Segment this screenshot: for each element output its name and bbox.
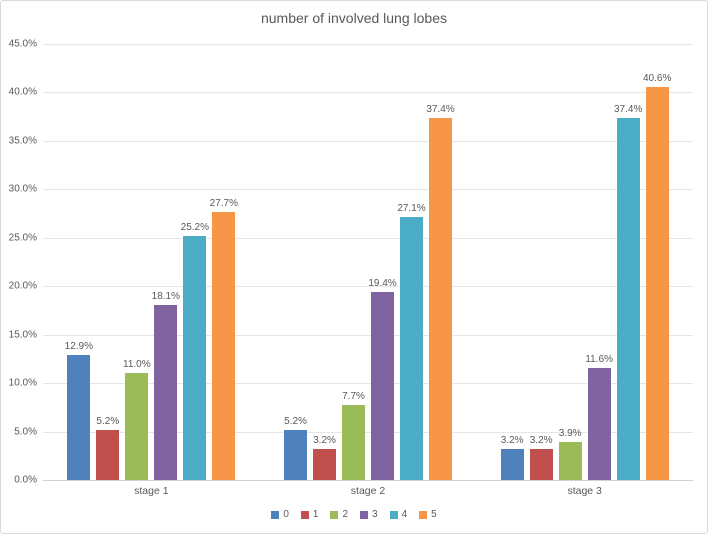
chart-title: number of involved lung lobes (260, 10, 447, 26)
gridline (43, 189, 693, 191)
x-axis: stage 1 stage 2 stage 3 (43, 485, 693, 497)
legend: 0 1 2 3 4 5 (1, 509, 707, 520)
y-tick-label: 0.0% (14, 474, 37, 486)
plot-area: 12.9% 5.2% 11.0% 18.1% 25.2% 27.7% 5.2% 3.2% 7.7… (43, 44, 693, 481)
bar-value-label: 37.4% (613, 103, 643, 115)
legend-label: 0 (283, 509, 289, 520)
legend-item: 5 (419, 509, 437, 520)
bar-value-label: 27.1% (397, 203, 426, 215)
bar-value-label: 19.4% (368, 278, 397, 290)
bar-value-label: 3.2% (500, 435, 524, 446)
bar-series-4: 27.1% (397, 203, 426, 480)
x-axis-line (43, 480, 693, 481)
bar-series-2: 11.0% (123, 359, 151, 480)
gridline (43, 237, 693, 239)
bar-value-label: 11.0% (123, 359, 151, 371)
y-tick-label: 45.0% (8, 38, 37, 50)
bar-value-label: 3.9% (558, 428, 582, 440)
bar-value-label: 25.2% (180, 221, 210, 233)
bar-series-3: 11.6% (585, 354, 613, 480)
legend-label: 4 (401, 509, 408, 520)
bar-series-4: 25.2% (181, 222, 209, 480)
legend-label: 3 (372, 509, 378, 520)
bar-groups: 12.9% 5.2% 11.0% 18.1% 25.2% 27.7% 5.2% 3.2% 7.7… (43, 44, 693, 480)
bar-series-0: 5.2% (284, 416, 307, 480)
bar-series-2: 3.9% (558, 428, 582, 480)
bar-group: 5.2% 3.2% 7.7% 19.4% 27.1% 37.4% (260, 44, 477, 480)
gridline (43, 140, 693, 142)
bar-series-5: 27.7% (210, 198, 238, 480)
legend-label: 5 (431, 509, 437, 520)
gridline (43, 383, 693, 385)
gridline (43, 431, 693, 433)
legend-swatch (389, 510, 398, 519)
bar-value-label: 5.2% (284, 415, 307, 427)
y-axis: 45.0% 40.0% 35.0% 30.0% 25.0% 20.0% 15.0% 10.0%… (1, 39, 37, 486)
legend-item: 1 (300, 509, 319, 520)
y-tick-label: 5.0% (14, 426, 37, 438)
bar-value-label: 7.7% (342, 391, 365, 403)
y-tick-label: 35.0% (8, 135, 37, 147)
y-tick-label: 10.0% (8, 377, 37, 389)
gridlines (43, 44, 693, 481)
y-tick-label: 15.0% (8, 329, 37, 341)
bar-series-5: 37.4% (426, 104, 455, 480)
legend-item: 0 (271, 509, 289, 520)
category-label: stage 2 (350, 485, 386, 497)
y-tick-label: 40.0% (8, 86, 37, 98)
bar-value-label: 3.2% (529, 435, 553, 446)
bar-series-1: 5.2% (96, 416, 120, 480)
legend-swatch (330, 510, 339, 519)
bar-value-label: 27.7% (209, 197, 239, 209)
gridline (43, 92, 693, 94)
bar-value-label: 3.2% (313, 435, 336, 446)
legend-swatch (360, 510, 368, 519)
legend-item: 3 (360, 509, 378, 520)
bar-group: 3.2% 3.2% 3.9% 11.6% 37.4% 40.6% (476, 44, 693, 480)
category-label: stage 1 (134, 485, 169, 497)
bar-value-label: 11.6% (585, 353, 613, 365)
bar-value-label: 12.9% (64, 341, 94, 353)
bar-series-0: 3.2% (500, 435, 524, 480)
bar-value-label: 40.6% (642, 72, 672, 84)
legend-label: 2 (342, 509, 348, 520)
y-tick-label: 25.0% (8, 232, 37, 244)
gridline (43, 286, 693, 288)
bar-series-3: 19.4% (368, 278, 397, 480)
legend-label: 1 (312, 509, 319, 520)
legend-item: 4 (389, 509, 408, 520)
bar-value-label: 18.1% (151, 290, 181, 302)
bar-series-0: 12.9% (65, 341, 93, 480)
bar-series-1: 3.2% (529, 435, 553, 480)
bar-series-3: 18.1% (152, 291, 180, 480)
legend-item: 2 (330, 509, 348, 520)
y-tick-label: 30.0% (8, 183, 37, 195)
legend-swatch (419, 510, 428, 519)
bar-series-1: 3.2% (313, 435, 336, 480)
bar-value-label: 37.4% (426, 103, 455, 115)
bar-group: 12.9% 5.2% 11.0% 18.1% 25.2% 27.7% (43, 44, 260, 480)
gridline (43, 334, 693, 336)
category-label: stage 3 (567, 485, 602, 497)
bar-series-2: 7.7% (342, 391, 365, 480)
legend-swatch (300, 510, 309, 519)
y-tick-label: 20.0% (8, 280, 37, 292)
gridline (43, 44, 693, 45)
bar-value-label: 5.2% (96, 415, 120, 427)
bar-series-4: 37.4% (614, 104, 642, 480)
legend-swatch (271, 510, 280, 519)
bar-series-5: 40.6% (643, 73, 671, 480)
